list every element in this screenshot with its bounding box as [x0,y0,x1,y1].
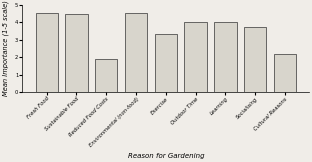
Bar [125,13,147,92]
Bar [65,14,88,92]
Bar [95,59,117,92]
Bar [244,27,266,92]
Y-axis label: Mean Importance (1-5 scale): Mean Importance (1-5 scale) [3,0,9,96]
Bar [36,13,58,92]
Bar [155,34,177,92]
X-axis label: Reason for Gardening: Reason for Gardening [128,153,204,159]
Bar [184,22,207,92]
Bar [214,22,236,92]
Bar [274,54,296,92]
